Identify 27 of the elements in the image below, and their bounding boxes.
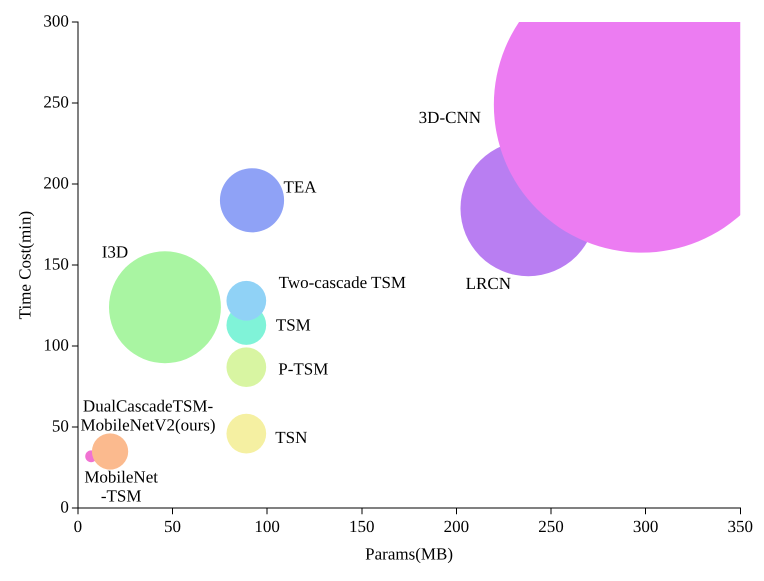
series-label: P-TSM (278, 360, 328, 379)
series-label: 3D-CNN (418, 108, 482, 128)
x-tick-label: 300 (632, 516, 658, 536)
series-label: MobileNet -TSM (84, 467, 158, 506)
x-tick-label: 50 (164, 516, 182, 536)
series-label: Two-cascade TSM (278, 273, 406, 292)
x-tick-label: 200 (444, 516, 470, 536)
series-label: I3D (102, 242, 128, 262)
series-label: TEA (283, 178, 318, 197)
series-label: DualCascadeTSM- MobileNetV2(ours) (80, 396, 216, 434)
y-tick-label: 0 (60, 498, 69, 517)
y-tick-label: 250 (43, 92, 69, 112)
x-tick-label: 250 (538, 516, 564, 536)
series-label: TSN (275, 428, 308, 448)
x-tick-label: 100 (254, 516, 280, 536)
x-axis-title: Params(MB) (365, 544, 453, 564)
y-axis-title: Time Cost(min) (16, 210, 35, 320)
y-tick-label: 200 (43, 174, 69, 193)
y-tick-label: 300 (43, 11, 69, 30)
y-tick-label: 50 (52, 416, 69, 436)
x-tick-label: 350 (728, 516, 753, 536)
series-label: LRCN (466, 274, 511, 293)
x-tick-label: 0 (74, 516, 82, 536)
series-label: TSM (276, 316, 311, 335)
x-tick-label: 150 (349, 516, 375, 536)
y-tick-label: 100 (43, 336, 69, 355)
y-tick-label: 150 (43, 254, 69, 274)
